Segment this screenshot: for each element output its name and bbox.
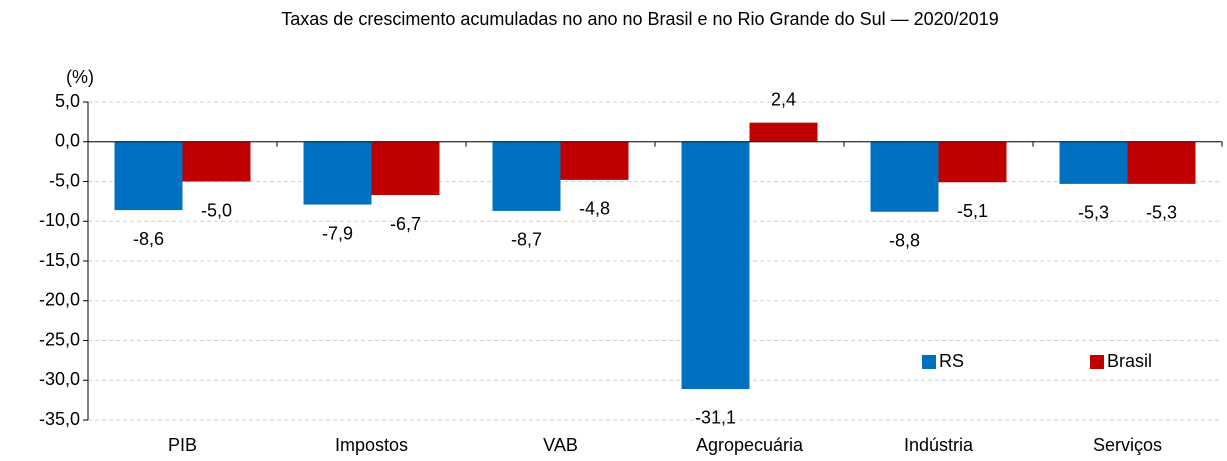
y-axis-label: (%) <box>66 67 94 87</box>
y-tick-label: -5,0 <box>49 170 80 190</box>
x-tick-label: PIB <box>168 435 197 455</box>
bar <box>1127 141 1196 184</box>
y-tick-label: -30,0 <box>39 369 80 389</box>
x-tick-label: Serviços <box>1093 435 1162 455</box>
bar <box>492 141 561 211</box>
legend-swatch <box>922 355 936 369</box>
value-label: -5,0 <box>201 200 232 220</box>
bar <box>1059 141 1128 184</box>
legend-label: Brasil <box>1107 351 1152 371</box>
chart-title: Taxas de crescimento acumuladas no ano n… <box>281 9 998 29</box>
y-tick-label: -20,0 <box>39 290 80 310</box>
y-tick-label: -25,0 <box>39 329 80 349</box>
bar <box>560 141 629 180</box>
bar <box>870 141 939 212</box>
y-tick-label: 5,0 <box>55 91 80 111</box>
y-tick-label: 0,0 <box>55 131 80 151</box>
bar <box>681 141 750 389</box>
value-label: -5,3 <box>1078 203 1109 223</box>
bar <box>938 141 1007 183</box>
value-label: -31,1 <box>695 408 736 428</box>
y-tick-label: -10,0 <box>39 210 80 230</box>
bar <box>303 141 372 205</box>
value-label: -7,9 <box>322 223 353 243</box>
value-label: -8,7 <box>511 230 542 250</box>
value-label: -8,8 <box>889 230 920 250</box>
y-tick-label: -15,0 <box>39 250 80 270</box>
value-label: 2,4 <box>771 89 796 109</box>
bar <box>182 141 251 182</box>
value-label: -5,3 <box>1146 203 1177 223</box>
value-label: -6,7 <box>390 214 421 234</box>
x-tick-label: Agropecuária <box>696 435 804 455</box>
legend-swatch <box>1090 355 1104 369</box>
legend-label: RS <box>939 351 964 371</box>
x-tick-label: Indústria <box>904 435 974 455</box>
x-tick-label: VAB <box>543 435 578 455</box>
value-label: -5,1 <box>957 201 988 221</box>
bar <box>371 141 440 196</box>
x-tick-label: Impostos <box>335 435 408 455</box>
value-label: -4,8 <box>579 199 610 219</box>
bar <box>114 141 183 211</box>
y-tick-label: -35,0 <box>39 409 80 429</box>
value-label: -8,6 <box>133 229 164 249</box>
bar <box>749 122 818 142</box>
